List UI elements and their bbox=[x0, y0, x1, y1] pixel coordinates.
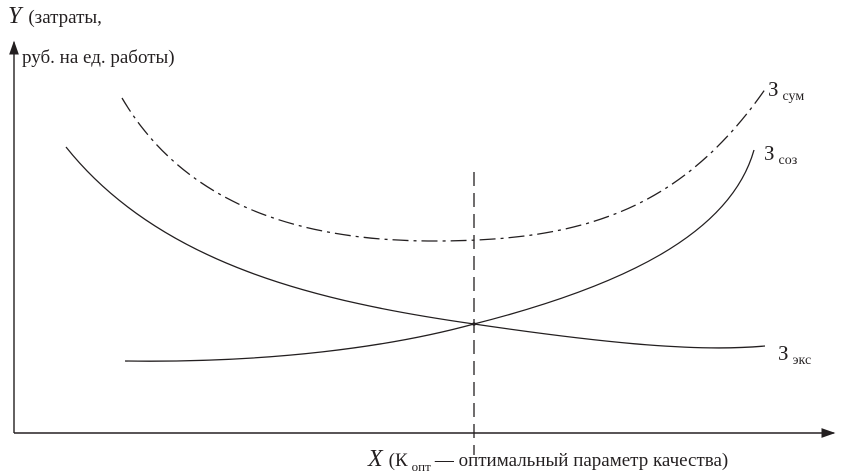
creation-cost-curve bbox=[124, 149, 755, 362]
x-axis-variable: X bbox=[367, 446, 384, 472]
total-cost-label-main: З bbox=[768, 77, 779, 101]
operation-cost-label-sub: экс bbox=[793, 353, 812, 368]
x-axis-label: X (К опт — оптимальный параметр качества… bbox=[367, 446, 728, 475]
creation-cost-label-main: З bbox=[764, 141, 775, 165]
x-axis-caption-rest: — оптимальный параметр качества) bbox=[434, 450, 728, 471]
operation-cost-label: З экс bbox=[778, 341, 811, 368]
total-cost-label: З сум bbox=[768, 77, 804, 104]
y-axis-caption-line1: (затраты, bbox=[28, 7, 102, 28]
x-axis-caption-open: (К bbox=[389, 450, 408, 471]
intersection-point bbox=[472, 322, 476, 326]
x-axis-caption-subscript: опт bbox=[412, 459, 431, 474]
total-cost-label-sub: сум bbox=[783, 89, 805, 104]
creation-cost-label-sub: соз bbox=[779, 153, 798, 168]
y-axis-label: Y (затраты, bbox=[8, 3, 102, 29]
operation-cost-curve bbox=[65, 146, 766, 349]
total-cost-curve bbox=[121, 87, 767, 242]
y-axis-caption-line2: руб. на ед. работы) bbox=[22, 47, 175, 68]
y-axis-variable: Y bbox=[8, 3, 24, 29]
creation-cost-label: З соз bbox=[764, 141, 798, 168]
operation-cost-label-main: З bbox=[778, 341, 789, 365]
